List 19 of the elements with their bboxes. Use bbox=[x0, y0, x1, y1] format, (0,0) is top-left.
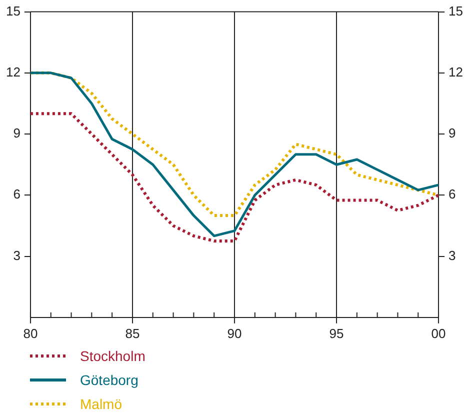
legend-label: Göteborg bbox=[80, 372, 138, 388]
y-tick-label: 12 bbox=[6, 64, 20, 80]
y2-tick-label: 12 bbox=[448, 64, 464, 80]
y2-tick-label: 9 bbox=[448, 126, 456, 141]
x-tick-label: 80 bbox=[23, 326, 38, 341]
legend-label: Stockholm bbox=[80, 348, 146, 364]
legend-label: Malmö bbox=[80, 396, 122, 412]
x-tick-label: 00 bbox=[431, 326, 446, 341]
line-series bbox=[30, 112, 439, 242]
y-tick-label: 3 bbox=[13, 248, 20, 263]
y-tick-label: 9 bbox=[13, 126, 20, 141]
y-tick-label: 15 bbox=[6, 3, 20, 18]
x-tick-label: 90 bbox=[227, 326, 242, 341]
y2-tick-label: 15 bbox=[448, 3, 464, 18]
x-tick-label: 95 bbox=[329, 326, 344, 341]
y-tick-label: 6 bbox=[13, 186, 20, 202]
y2-tick-label: 6 bbox=[448, 186, 456, 202]
y2-tick-label: 3 bbox=[448, 248, 456, 263]
x-tick-label: 85 bbox=[125, 326, 140, 341]
